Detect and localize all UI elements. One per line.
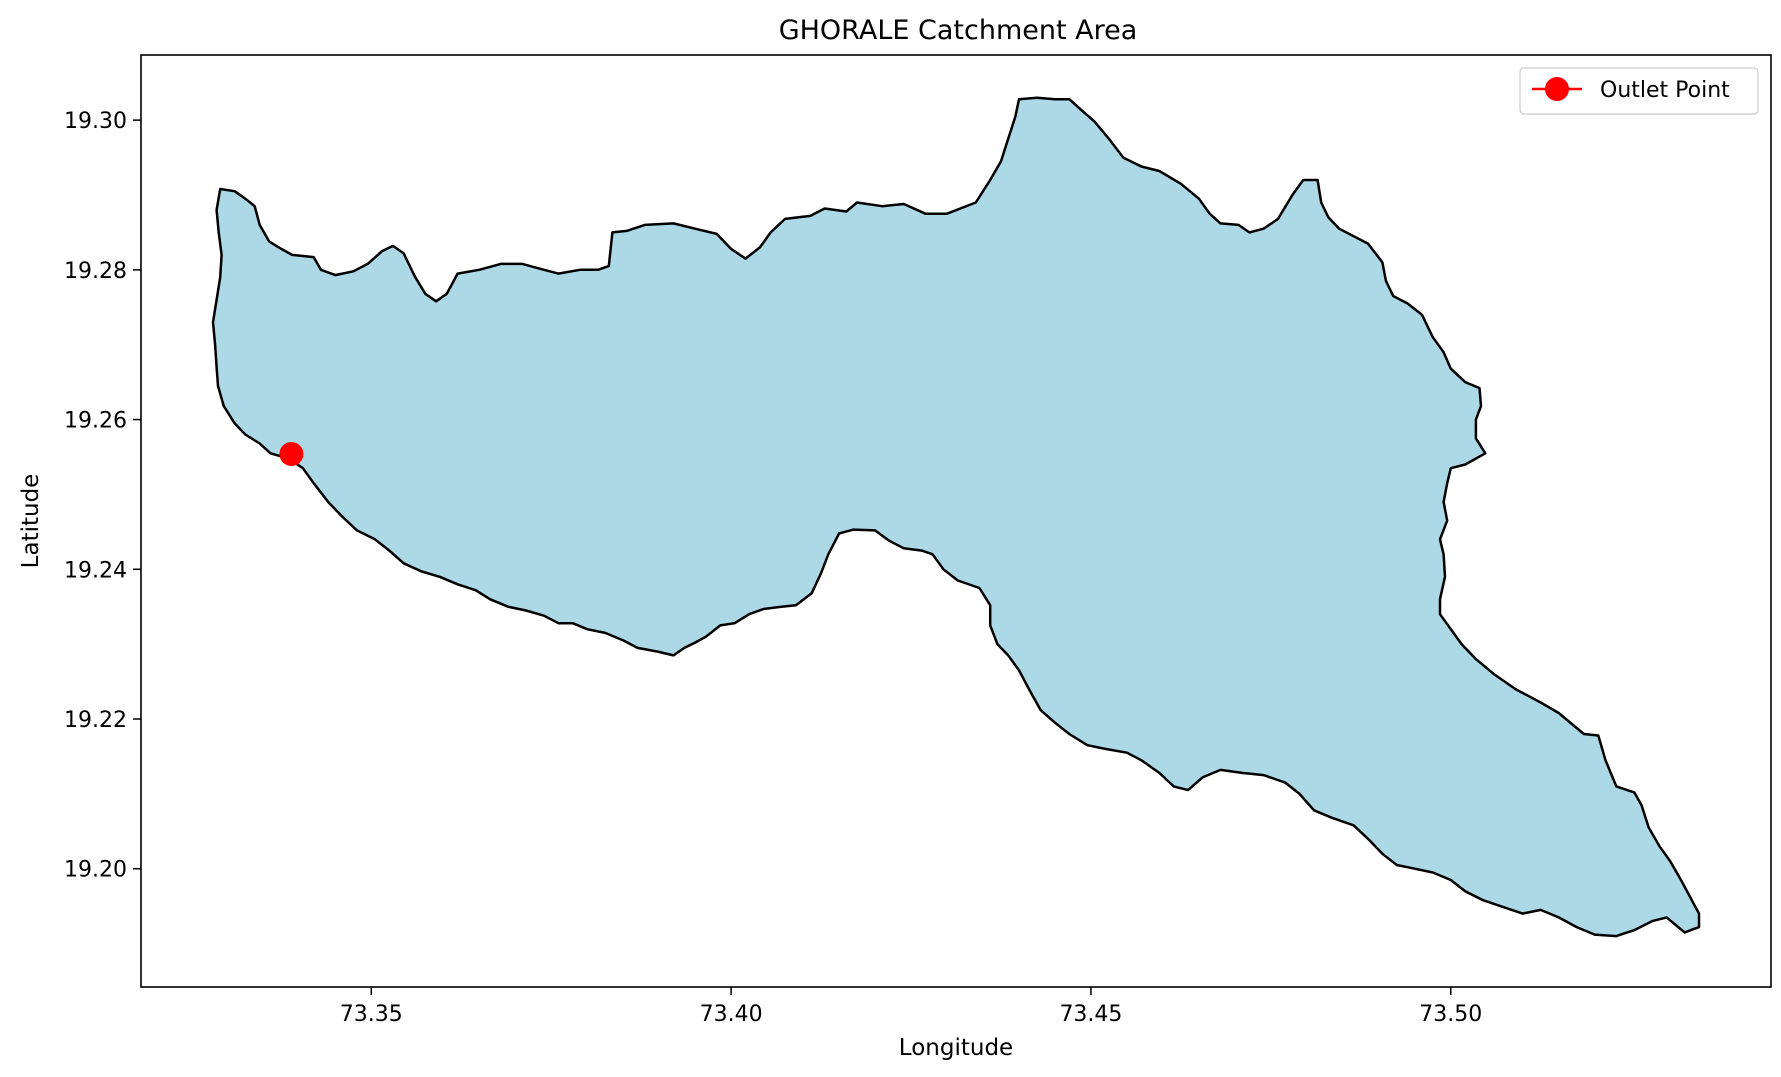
x-tick-label: 73.50 [1419, 1002, 1482, 1027]
x-tick-label: 73.45 [1059, 1002, 1122, 1027]
y-axis-ticks: 19.20 19.22 19.24 19.26 19.28 19.30 [64, 109, 141, 883]
x-axis-label: Longitude [899, 1035, 1013, 1061]
y-tick-label: 19.30 [64, 109, 127, 134]
x-tick-label: 73.40 [700, 1002, 763, 1027]
legend-marker [1545, 77, 1569, 101]
outlet-point [279, 442, 304, 467]
plot-frame [140, 54, 1772, 988]
catchment-polygon [211, 96, 1701, 938]
x-axis-ticks: 73.35 73.40 73.45 73.50 [340, 987, 1482, 1027]
y-tick-label: 19.28 [64, 259, 127, 284]
y-tick-label: 19.22 [64, 708, 127, 733]
chart-title: GHORALE Catchment Area [779, 15, 1138, 46]
y-axis-label: Latitude [18, 474, 44, 569]
legend-label: Outlet Point [1600, 78, 1730, 103]
y-tick-label: 19.24 [64, 558, 127, 583]
legend-box [1519, 67, 1759, 115]
x-tick-label: 73.35 [340, 1002, 403, 1027]
legend: Outlet Point [1519, 67, 1759, 115]
y-tick-label: 19.26 [64, 409, 127, 434]
y-tick-label: 19.20 [64, 858, 127, 883]
